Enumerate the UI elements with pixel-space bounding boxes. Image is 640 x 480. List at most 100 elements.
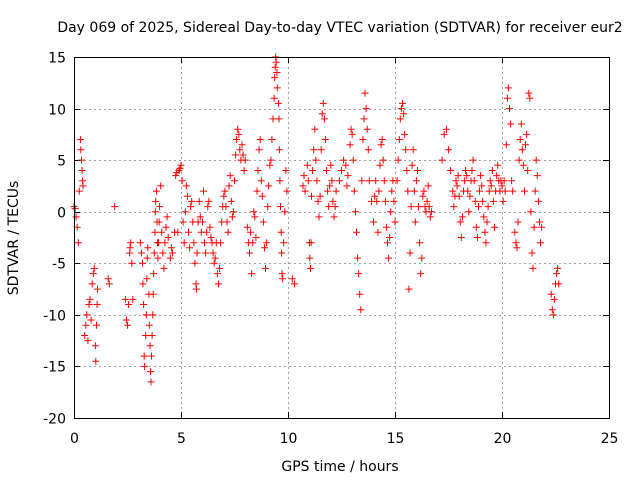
x-tick-label: 10 <box>280 431 298 447</box>
data-point-marker <box>415 203 422 211</box>
data-point-marker <box>211 254 219 262</box>
data-point-marker <box>195 197 203 205</box>
plot-frame <box>74 57 610 419</box>
data-point-marker <box>202 249 210 257</box>
data-point-marker <box>278 249 286 257</box>
data-point-marker <box>83 311 91 319</box>
data-point-marker <box>442 125 450 133</box>
data-point-marker <box>225 182 233 190</box>
data-point-marker <box>307 264 314 272</box>
y-tick-label: 15 <box>48 51 66 67</box>
data-point-marker <box>236 146 244 154</box>
y-axis-label: SDTVAR / TECUs <box>6 181 22 296</box>
data-point-marker <box>532 156 540 164</box>
data-point-marker <box>387 208 395 216</box>
data-point-marker <box>461 177 469 185</box>
data-point-marker <box>531 187 539 195</box>
data-point-marker <box>504 84 512 92</box>
data-point-marker <box>457 234 465 241</box>
data-point-marker <box>266 161 274 169</box>
data-point-marker <box>192 285 200 293</box>
data-point-marker <box>377 141 385 149</box>
data-point-marker <box>390 197 398 205</box>
data-point-marker <box>232 151 240 159</box>
data-point-marker <box>440 130 448 138</box>
data-point-marker <box>246 249 253 257</box>
data-point-marker <box>482 239 490 247</box>
data-point-marker <box>272 58 280 66</box>
data-point-marker <box>402 146 410 154</box>
data-point-marker <box>251 213 259 221</box>
data-point-marker <box>425 203 433 211</box>
data-point-marker <box>226 172 234 180</box>
data-point-marker <box>137 249 145 257</box>
data-point-marker <box>273 69 281 76</box>
data-point-marker <box>405 285 413 293</box>
data-point-marker <box>216 264 223 272</box>
data-point-marker <box>151 208 159 216</box>
data-point-marker <box>250 208 258 216</box>
data-point-marker <box>141 362 149 370</box>
data-point-marker <box>145 321 153 329</box>
data-point-marker <box>301 187 309 195</box>
data-point-marker <box>140 301 148 308</box>
data-point-marker <box>326 182 334 190</box>
data-point-marker <box>470 177 478 185</box>
data-point-marker <box>537 239 544 247</box>
data-point-marker <box>548 306 556 314</box>
data-point-marker <box>209 249 217 257</box>
data-point-marker <box>277 203 284 211</box>
data-point-marker <box>152 187 160 195</box>
data-point-marker <box>404 187 412 195</box>
data-point-marker <box>371 192 379 200</box>
data-point-marker <box>385 254 393 262</box>
data-point-marker <box>528 249 536 257</box>
y-tick-label: -5 <box>52 257 66 273</box>
data-point-marker <box>190 239 198 247</box>
data-points <box>70 53 563 386</box>
data-point-marker <box>239 151 247 159</box>
data-point-marker <box>180 239 188 247</box>
data-point-marker <box>511 228 519 236</box>
data-point-marker <box>418 254 426 262</box>
data-point-marker <box>506 105 513 113</box>
data-point-marker <box>455 192 463 200</box>
data-point-marker <box>472 223 480 231</box>
data-point-marker <box>265 182 273 190</box>
data-point-marker <box>313 177 321 185</box>
data-point-marker <box>235 130 243 138</box>
data-point-marker <box>223 218 231 226</box>
data-point-marker <box>361 89 369 97</box>
data-point-marker <box>78 167 86 174</box>
data-point-marker <box>181 208 189 216</box>
data-point-marker <box>408 161 416 169</box>
data-point-marker <box>454 172 462 180</box>
data-point-marker <box>471 197 479 205</box>
data-point-marker <box>359 136 367 143</box>
data-point-marker <box>72 213 80 221</box>
data-point-marker <box>391 218 399 226</box>
data-point-marker <box>317 146 325 154</box>
data-point-marker <box>343 182 351 190</box>
data-point-marker <box>148 332 156 339</box>
data-point-marker <box>374 228 382 236</box>
data-point-marker <box>185 228 192 236</box>
data-point-marker <box>321 136 329 143</box>
data-point-marker <box>517 120 525 128</box>
y-tick-label: -15 <box>43 360 66 376</box>
data-point-marker <box>222 203 230 211</box>
data-point-marker <box>527 208 535 216</box>
data-point-marker <box>351 208 359 216</box>
data-point-marker <box>319 99 327 107</box>
data-point-marker <box>325 203 333 211</box>
data-point-marker <box>252 234 260 241</box>
data-point-marker <box>526 94 534 102</box>
data-point-marker <box>140 352 148 360</box>
x-tick-label: 5 <box>177 431 186 447</box>
data-point-marker <box>481 228 489 236</box>
data-point-marker <box>213 270 221 278</box>
data-point-marker <box>477 172 485 180</box>
data-point-marker <box>240 167 248 174</box>
data-point-marker <box>299 182 307 190</box>
data-point-marker <box>154 254 162 262</box>
